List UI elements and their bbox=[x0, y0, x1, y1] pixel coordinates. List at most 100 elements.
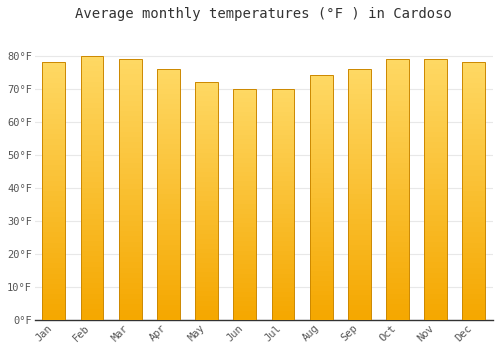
Bar bbox=[424, 75, 447, 80]
Bar bbox=[424, 153, 447, 158]
Bar bbox=[386, 268, 409, 273]
Bar bbox=[157, 300, 180, 305]
Bar bbox=[386, 179, 409, 184]
Bar bbox=[386, 294, 409, 299]
Bar bbox=[310, 305, 332, 310]
Bar bbox=[157, 144, 180, 149]
Bar bbox=[462, 62, 485, 320]
Bar bbox=[424, 59, 447, 320]
Bar bbox=[310, 110, 332, 114]
Bar bbox=[424, 278, 447, 284]
Bar bbox=[119, 168, 142, 174]
Bar bbox=[234, 93, 256, 98]
Bar bbox=[195, 268, 218, 272]
Bar bbox=[386, 273, 409, 278]
Bar bbox=[424, 142, 447, 148]
Bar bbox=[272, 209, 294, 214]
Bar bbox=[80, 235, 104, 240]
Bar bbox=[119, 262, 142, 268]
Bar bbox=[80, 288, 104, 294]
Bar bbox=[386, 174, 409, 179]
Bar bbox=[119, 241, 142, 247]
Bar bbox=[272, 121, 294, 126]
Bar bbox=[42, 165, 66, 170]
Bar bbox=[386, 59, 409, 64]
Bar bbox=[157, 290, 180, 295]
Bar bbox=[119, 189, 142, 195]
Bar bbox=[348, 204, 371, 209]
Bar bbox=[424, 116, 447, 121]
Bar bbox=[195, 177, 218, 182]
Bar bbox=[119, 163, 142, 168]
Bar bbox=[195, 163, 218, 168]
Bar bbox=[119, 221, 142, 226]
Bar bbox=[462, 88, 485, 93]
Bar bbox=[80, 108, 104, 114]
Bar bbox=[348, 89, 371, 94]
Bar bbox=[310, 290, 332, 295]
Bar bbox=[157, 109, 180, 114]
Bar bbox=[462, 263, 485, 268]
Bar bbox=[157, 129, 180, 134]
Bar bbox=[195, 248, 218, 253]
Bar bbox=[157, 169, 180, 174]
Bar bbox=[195, 287, 218, 292]
Bar bbox=[386, 289, 409, 294]
Bar bbox=[234, 144, 256, 149]
Bar bbox=[80, 124, 104, 130]
Bar bbox=[424, 69, 447, 75]
Bar bbox=[157, 179, 180, 184]
Bar bbox=[119, 59, 142, 64]
Bar bbox=[80, 98, 104, 103]
Bar bbox=[119, 69, 142, 75]
Bar bbox=[310, 105, 332, 110]
Bar bbox=[386, 304, 409, 309]
Bar bbox=[195, 310, 218, 315]
Bar bbox=[424, 231, 447, 236]
Bar bbox=[80, 294, 104, 299]
Bar bbox=[119, 142, 142, 148]
Bar bbox=[234, 297, 256, 301]
Bar bbox=[119, 106, 142, 111]
Bar bbox=[272, 292, 294, 297]
Bar bbox=[80, 278, 104, 283]
Bar bbox=[386, 226, 409, 231]
Bar bbox=[310, 241, 332, 246]
Bar bbox=[234, 126, 256, 130]
Bar bbox=[462, 108, 485, 114]
Bar bbox=[234, 163, 256, 167]
Bar bbox=[157, 245, 180, 250]
Bar bbox=[80, 204, 104, 209]
Bar bbox=[80, 198, 104, 204]
Bar bbox=[386, 106, 409, 111]
Bar bbox=[119, 184, 142, 189]
Bar bbox=[42, 150, 66, 155]
Bar bbox=[462, 279, 485, 284]
Bar bbox=[42, 310, 66, 315]
Bar bbox=[195, 115, 218, 120]
Bar bbox=[119, 252, 142, 257]
Bar bbox=[462, 315, 485, 320]
Bar bbox=[272, 144, 294, 149]
Bar bbox=[195, 149, 218, 153]
Bar bbox=[42, 145, 66, 150]
Bar bbox=[272, 218, 294, 223]
Bar bbox=[348, 265, 371, 270]
Bar bbox=[234, 130, 256, 135]
Bar bbox=[348, 209, 371, 215]
Bar bbox=[462, 299, 485, 304]
Bar bbox=[234, 89, 256, 93]
Bar bbox=[195, 258, 218, 263]
Bar bbox=[195, 292, 218, 296]
Bar bbox=[80, 188, 104, 193]
Bar bbox=[195, 106, 218, 111]
Bar bbox=[119, 200, 142, 205]
Bar bbox=[234, 107, 256, 112]
Bar bbox=[310, 227, 332, 232]
Bar bbox=[348, 164, 371, 169]
Bar bbox=[310, 300, 332, 305]
Bar bbox=[348, 199, 371, 204]
Bar bbox=[272, 130, 294, 135]
Bar bbox=[234, 195, 256, 199]
Bar bbox=[157, 315, 180, 320]
